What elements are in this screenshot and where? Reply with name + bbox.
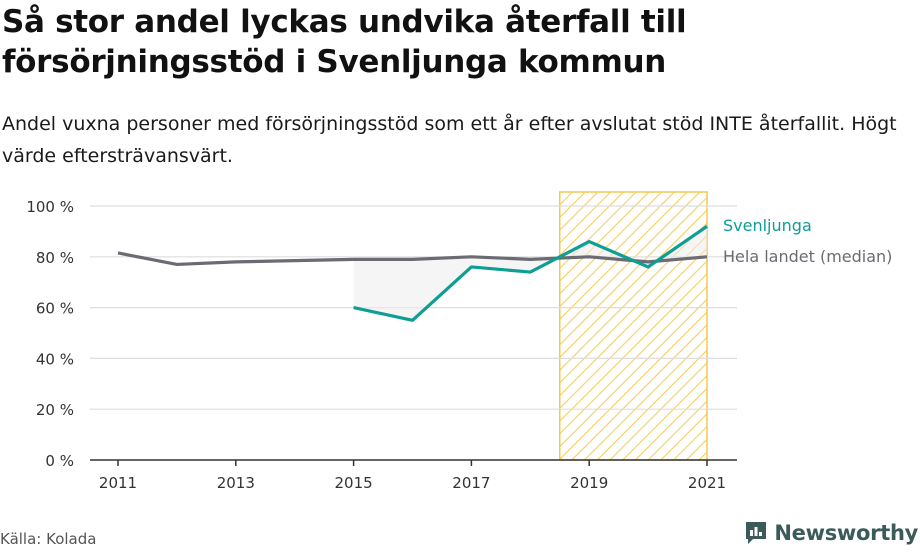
x-tick-label: 2021 bbox=[688, 474, 726, 492]
y-tick-label: 0 % bbox=[45, 452, 74, 470]
series-label-svenljunga: Svenljunga bbox=[723, 216, 812, 235]
brand-logo: Newsworthy bbox=[744, 518, 918, 548]
series-label-national: Hela landet (median) bbox=[723, 247, 892, 266]
x-tick-label: 2017 bbox=[452, 474, 490, 492]
national-median-line bbox=[117, 251, 708, 267]
y-tick-label: 80 % bbox=[36, 249, 74, 267]
y-tick-label: 20 % bbox=[36, 401, 74, 419]
y-tick-label: 100 % bbox=[26, 198, 74, 216]
x-tick-label: 2015 bbox=[335, 474, 373, 492]
brand-name: Newsworthy bbox=[774, 521, 918, 545]
source-note: Källa: Kolada bbox=[0, 530, 97, 548]
y-tick-label: 60 % bbox=[36, 300, 74, 318]
x-tick-label: 2013 bbox=[217, 474, 255, 492]
newsworthy-logo-icon bbox=[746, 522, 767, 544]
gap-shading bbox=[353, 226, 707, 321]
highlight-band bbox=[559, 192, 707, 460]
chart-subtitle: Andel vuxna personer med försörjningsstö… bbox=[2, 113, 897, 167]
chart-title: Så stor andel lyckas undvika återfall ti… bbox=[2, 4, 687, 80]
line-chart: 0 % 20 % 40 % 60 % 80 % 100 % 2011 2013 2015 201… bbox=[26, 191, 892, 492]
x-tick-label: 2011 bbox=[99, 474, 137, 492]
svenljunga-line bbox=[353, 225, 708, 322]
x-tick-label: 2019 bbox=[570, 474, 608, 492]
y-tick-label: 40 % bbox=[36, 350, 74, 368]
